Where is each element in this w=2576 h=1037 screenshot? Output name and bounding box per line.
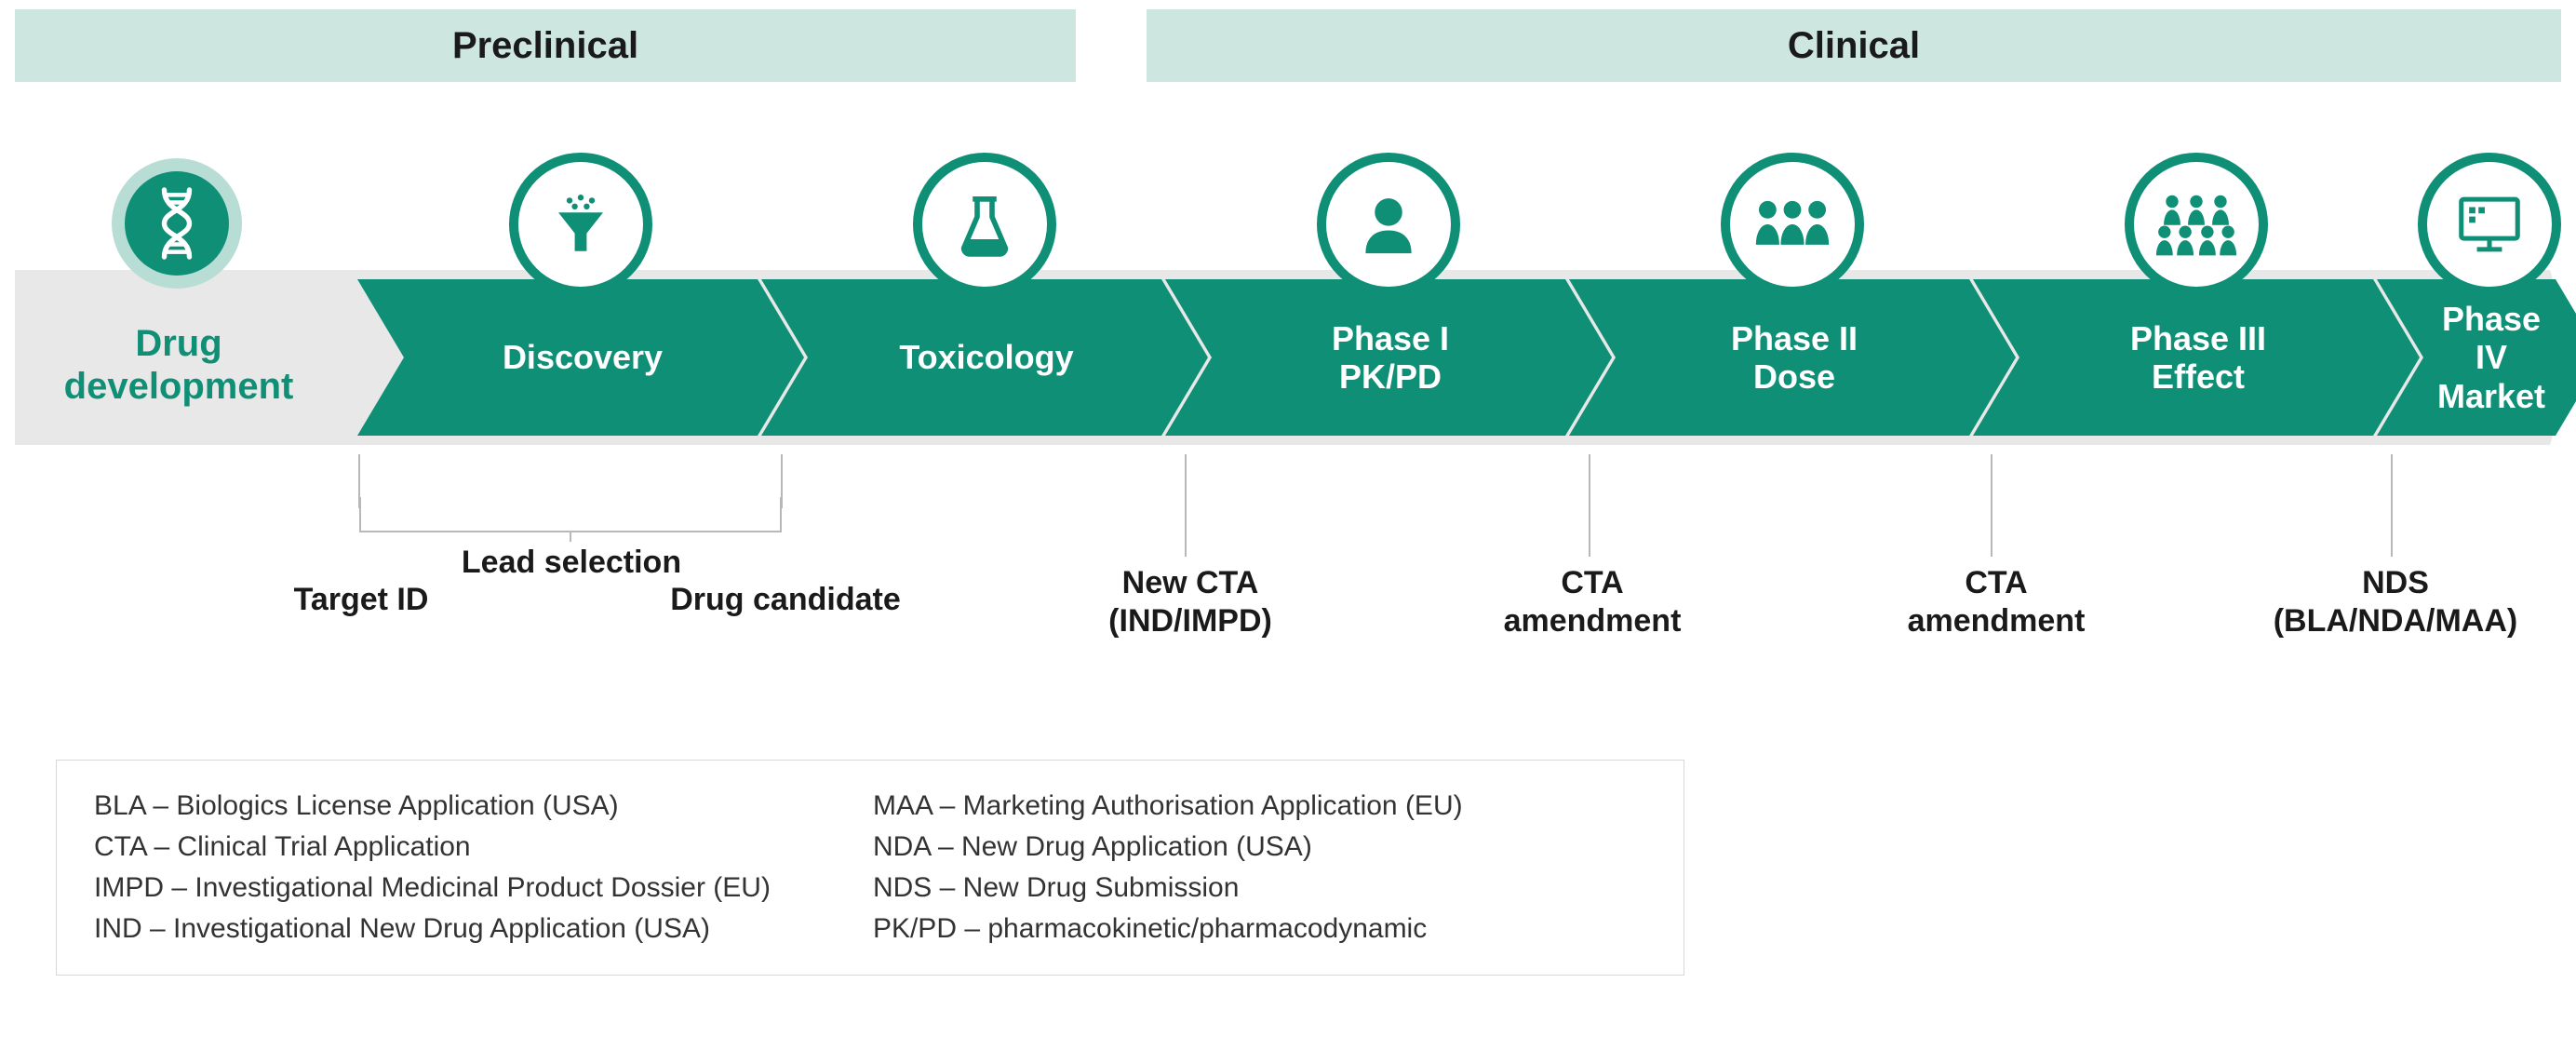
legend-item: IMPD – Investigational Medicinal Product…	[94, 872, 771, 904]
milestone-cta-amend-2: CTAamendment	[1889, 564, 2103, 640]
monitor-icon	[2418, 153, 2561, 296]
milestone-line	[2391, 454, 2393, 557]
stage-phase1: Phase IPK/PD	[1165, 279, 1565, 436]
stage-toxicology: Toxicology	[761, 279, 1161, 436]
drug-development-icon	[112, 158, 242, 289]
person-icon	[1317, 153, 1460, 296]
legend-item: PK/PD – pharmacokinetic/pharmacodynamic	[873, 913, 1463, 945]
milestone-line	[1185, 454, 1187, 557]
legend-item: NDS – New Drug Submission	[873, 872, 1463, 904]
milestone-nds: NDS(BLA/NDA/MAA)	[2256, 564, 2535, 640]
drug-development-label: Drug development	[39, 322, 318, 408]
funnel-icon	[509, 153, 652, 296]
legend-column-2: MAA – Marketing Authorisation Applicatio…	[873, 790, 1463, 945]
group-many-icon	[2125, 153, 2268, 296]
stage-phase2: Phase IIDose	[1569, 279, 1969, 436]
preclinical-band: Preclinical	[15, 9, 1076, 82]
milestone-lead-selection: Lead selection	[450, 544, 692, 582]
milestone-target-id: Target ID	[268, 581, 454, 619]
legend-item: IND – Investigational New Drug Applicati…	[94, 913, 771, 945]
clinical-band: Clinical	[1147, 9, 2561, 82]
stage-phase3: Phase IIIEffect	[1973, 279, 2373, 436]
flask-icon	[913, 153, 1056, 296]
stage-discovery: Discovery	[357, 279, 758, 436]
legend-column-1: BLA – Biologics License Application (USA…	[94, 790, 771, 945]
legend-item: CTA – Clinical Trial Application	[94, 831, 771, 863]
legend-item: NDA – New Drug Application (USA)	[873, 831, 1463, 863]
milestone-new-cta: New CTA(IND/IMPD)	[1083, 564, 1297, 640]
dna-icon	[125, 171, 229, 276]
milestone-drug-candidate: Drug candidate	[646, 581, 925, 619]
group3-icon	[1721, 153, 1864, 296]
legend-item: BLA – Biologics License Application (USA…	[94, 790, 771, 822]
abbreviation-legend: BLA – Biologics License Application (USA…	[56, 760, 1684, 976]
milestone-cta-amend-1: CTAamendment	[1485, 564, 1699, 640]
milestone-line	[1991, 454, 1992, 557]
milestone-line	[1589, 454, 1590, 557]
dd-label-line1: Drug	[135, 323, 221, 364]
dd-label-line2: development	[64, 366, 294, 407]
legend-item: MAA – Marketing Authorisation Applicatio…	[873, 790, 1463, 822]
stage-phase4: Phase IVMarket	[2377, 279, 2556, 436]
lead-selection-bracket	[359, 497, 782, 532]
